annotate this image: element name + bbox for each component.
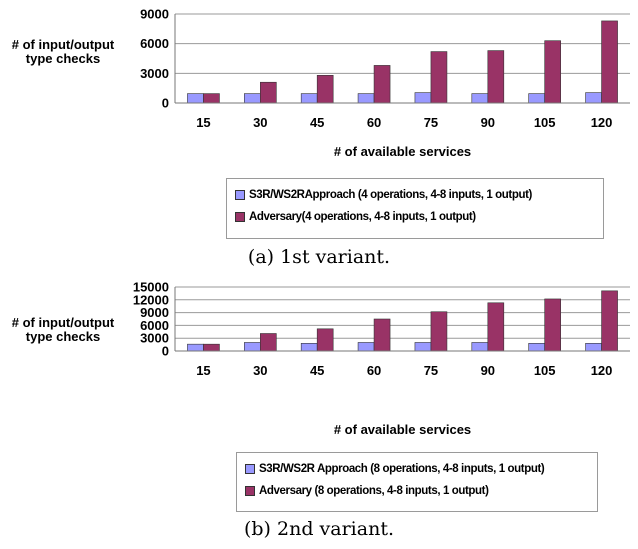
- x-tick-label: 105: [534, 363, 556, 378]
- bar-adversary: [203, 343, 220, 352]
- bar-adversary: [373, 318, 391, 352]
- x-tick-label: 15: [196, 115, 210, 130]
- bar-adversary: [544, 40, 561, 104]
- x-tick-label: 75: [424, 115, 438, 130]
- y-tick-label: 6000: [140, 36, 169, 51]
- bar-approach: [244, 342, 261, 352]
- bar-adversary: [316, 75, 334, 104]
- bar-approach: [300, 93, 318, 104]
- bar-approach: [414, 342, 432, 352]
- bar-adversary: [487, 302, 505, 352]
- legend-label: S3R/WS2R Approach (8 operations, 4-8 inp…: [259, 463, 545, 475]
- y-tick-label: 3000: [140, 66, 169, 81]
- x-tick-label: 45: [310, 363, 324, 378]
- bar-chart-a: 0 3000 6000 9000 15 30 45 60 75 90 105 120: [140, 7, 630, 130]
- x-tick-label: 105: [534, 115, 556, 130]
- bar-adversary: [260, 81, 277, 104]
- bar-approach: [187, 343, 204, 352]
- legend-swatch: [245, 486, 255, 496]
- y-tick-label: 9000: [140, 7, 169, 22]
- legend-entry: Adversary(4 operations, 4-8 inputs, 1 ou…: [235, 206, 595, 228]
- bar-approach: [471, 342, 489, 352]
- y-axis-label: # of input/output type checks: [11, 37, 115, 66]
- bar-adversary: [316, 328, 334, 352]
- legend: S3R/WS2R Approach (8 operations, 4-8 inp…: [236, 452, 598, 512]
- bar-approach: [187, 93, 204, 104]
- bar-approach: [300, 343, 318, 352]
- legend-swatch: [235, 212, 245, 222]
- bar-adversary: [601, 290, 618, 352]
- bar-adversary: [544, 298, 561, 352]
- bar-adversary: [430, 51, 448, 104]
- y-tick-label: 15000: [133, 280, 169, 295]
- bar-approach: [414, 92, 432, 104]
- bar-adversary: [203, 93, 220, 104]
- bar-approach: [585, 92, 602, 104]
- y-tick-label: 0: [162, 344, 169, 359]
- bar-adversary: [430, 311, 448, 352]
- bar-approach: [244, 93, 261, 104]
- bar-adversary: [487, 50, 505, 104]
- bar-adversary: [373, 65, 391, 104]
- x-tick-label: 60: [367, 115, 381, 130]
- legend-label: S3R/WS2RApproach (4 operations, 4-8 inpu…: [249, 189, 532, 201]
- x-tick-label: 90: [481, 363, 495, 378]
- figure-caption: (a) 1st variant.: [247, 246, 391, 268]
- x-tick-label: 30: [253, 363, 267, 378]
- bar-approach: [357, 93, 375, 104]
- legend-entry: S3R/WS2R Approach (8 operations, 4-8 inp…: [245, 458, 589, 480]
- chart-panel-a: 0 3000 6000 9000 15 30 45 60 75 90 105 120 # of inp…: [11, 7, 630, 268]
- x-tick-label: 30: [253, 115, 267, 130]
- y-axis-label: # of input/output type checks: [11, 315, 115, 344]
- y-tick-label: 9000: [140, 305, 169, 320]
- bar-approach: [585, 343, 602, 352]
- x-axis-label: # of available services: [333, 422, 472, 437]
- x-tick-label: 120: [591, 363, 613, 378]
- legend-entry: S3R/WS2RApproach (4 operations, 4-8 inpu…: [235, 184, 595, 206]
- legend-entry: Adversary (8 operations, 4-8 inputs, 1 o…: [245, 480, 589, 502]
- bar-approach: [357, 342, 375, 352]
- legend-swatch: [245, 464, 255, 474]
- legend-label: Adversary(4 operations, 4-8 inputs, 1 ou…: [249, 211, 476, 223]
- bar-adversary: [260, 333, 277, 352]
- chart-panel-b: 0 3000 6000 9000 12000 15000 15 30 45 60 75 90 105 12…: [0, 278, 638, 549]
- bar-adversary: [601, 20, 618, 104]
- x-tick-label: 75: [424, 363, 438, 378]
- x-tick-label: 45: [310, 115, 324, 130]
- legend-label: Adversary (8 operations, 4-8 inputs, 1 o…: [259, 485, 489, 497]
- x-tick-label: 120: [591, 115, 613, 130]
- x-tick-label: 60: [367, 363, 381, 378]
- y-tick-label: 3000: [140, 331, 169, 346]
- y-tick-label: 0: [162, 96, 169, 111]
- y-tick-label: 12000: [133, 292, 169, 307]
- bar-approach: [471, 93, 489, 104]
- x-axis-label: # of available services: [333, 144, 472, 159]
- x-tick-label: 15: [196, 363, 210, 378]
- y-tick-label: 6000: [140, 318, 169, 333]
- x-tick-label: 90: [481, 115, 495, 130]
- figure-caption: (b) 2nd variant.: [243, 518, 394, 540]
- legend-swatch: [235, 190, 245, 200]
- bar-approach: [528, 93, 545, 104]
- bar-approach: [528, 343, 545, 352]
- legend: S3R/WS2RApproach (4 operations, 4-8 inpu…: [226, 178, 604, 239]
